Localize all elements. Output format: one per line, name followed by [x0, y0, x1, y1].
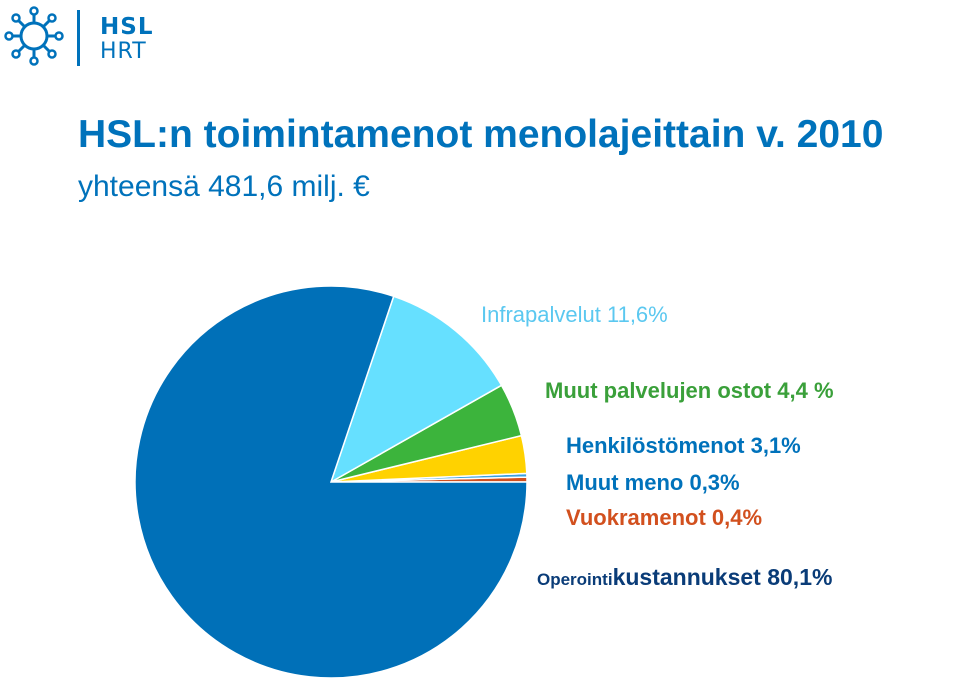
hsl-logo: HSL HRT	[4, 4, 154, 68]
slice-value-muut-palvelujen-ostot: 4,4 %	[777, 378, 834, 403]
page-title: HSL:n toimintamenot menolajeittain v. 20…	[78, 113, 884, 156]
logo-divider	[77, 10, 80, 66]
slice-label-henkilostomenot: Henkilöstömenot 3,1%	[566, 433, 801, 459]
slice-value-infrapalvelut: 11,6%	[606, 302, 668, 327]
hsl-sun-icon	[4, 6, 64, 66]
slice-name-infrapalvelut: Infrapalvelut	[481, 302, 601, 327]
slice-value-henkilostomenot: 3,1%	[750, 433, 801, 458]
slice-value-muut-meno: 0,3%	[689, 470, 740, 495]
slice-label-muut-meno: Muut meno 0,3%	[566, 470, 740, 496]
slice-name-vuokramenot: Vuokramenot	[566, 505, 706, 530]
slice-label-infrapalvelut: Infrapalvelut 11,6%	[481, 302, 668, 328]
slice-name-muut-meno: Muut meno	[566, 470, 684, 495]
slice-name-henkilostomenot: Henkilöstömenot	[566, 433, 745, 458]
slice-name-prefix-operointi: Operointi	[537, 570, 613, 589]
slice-label-muut-palvelujen-ostot: Muut palvelujen ostot 4,4 %	[545, 378, 834, 404]
logo-text-hsl: HSL	[100, 14, 154, 40]
slice-name-operointikustannukset: kustannukset	[612, 564, 761, 590]
slice-label-operointikustannukset: Operointikustannukset 80,1%	[537, 564, 832, 591]
slice-name-muut-palvelujen-ostot: Muut palvelujen ostot	[545, 378, 772, 403]
slice-label-vuokramenot: Vuokramenot 0,4%	[566, 505, 762, 531]
slice-value-operointikustannukset: 80,1%	[767, 564, 833, 590]
logo-text-hrt: HRT	[100, 39, 147, 64]
page-subtitle: yhteensä 481,6 milj. €	[78, 170, 370, 203]
pie-slice-infrapalvelut	[329, 295, 503, 484]
pie-slice-kustannukset	[134, 285, 528, 679]
slice-value-vuokramenot: 0,4%	[711, 505, 763, 530]
